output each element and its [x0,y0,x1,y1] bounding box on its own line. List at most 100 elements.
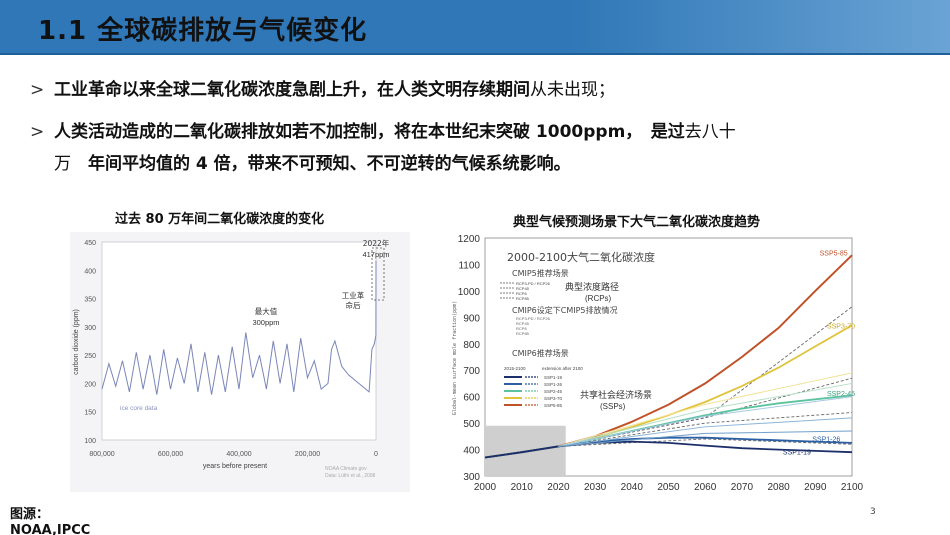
left-xtick-label: 400,000 [226,451,251,458]
credit-1: NOAA Climate.gov [325,466,367,472]
left-plot-area [101,241,377,441]
legend-cmip6-rcp-label: RCP85 [516,331,530,336]
annot-max-value: 300ppm [252,318,279,327]
right-ytick-label: 1000 [458,287,481,298]
bullet-2-line-2: 万 年间平均值的 4 倍，带来不可预知、不可逆转的气候系统影响。 [54,148,571,181]
right-ytick-label: 400 [463,446,480,457]
right-ytick-label: 900 [463,313,480,324]
legend-rcp-label: RCP85 [516,296,530,301]
legend-rcp-label: RCP45 [516,286,530,291]
left-ytick-label: 400 [84,268,96,275]
source-value: NOAA,IPCC [10,523,91,535]
legend-rcp-label: RCP3-PD / RCP26 [516,281,551,286]
bullet-2-line2-normal: 万 [54,154,88,174]
right-xtick-label: 2010 [511,482,534,493]
right-ylabel: Global-mean surface mole fraction(ppm) [452,301,458,415]
legend-ssp-label: SSP1-26 [544,382,563,387]
right-xtick-label: 2030 [584,482,607,493]
slide-title: 1.1 全球碳排放与气候变化 [38,16,368,46]
right-xtick-label: 2060 [694,482,717,493]
source-label: 图源： NOAA,IPCC [10,507,90,535]
ice-core-label: ice core data [120,405,158,412]
rcps-sub: (RCPs) [585,294,612,303]
right-ytick-label: 700 [463,366,480,377]
right-xtick-label: 2090 [804,482,827,493]
legend-ssp-label: SSP5-85 [544,403,563,408]
left-ytick-label: 450 [84,240,96,247]
left-ytick-label: 100 [84,438,96,445]
annot-2022-value: 417ppm [362,250,389,259]
left-ytick-label: 300 [84,325,96,332]
slide-title-bar: 1.1 全球碳排放与气候变化 [0,0,950,55]
bullet-1-normal: 从未出现； [530,80,615,100]
left-xtick-label: 200,000 [295,451,320,458]
right-xtick-label: 2000 [474,482,497,493]
ssps-title: 共享社会经济场景 [580,389,652,401]
bullet-marker: > [30,122,45,142]
legend-ssp-label: SSP1-19 [544,375,563,380]
cmip6-set-label: CMIP6设定下CMIP5排放情况 [512,305,618,315]
left-ytick-label: 350 [84,297,96,304]
left-chart-svg: 450 400 350 300 250 200 150 100 800,000 600,000 40… [73,238,390,479]
left-xtick-label: 800,000 [89,451,114,458]
ssps-sub: (SSPs) [600,402,626,411]
annot-2022: 2022年 [363,238,390,248]
annot-industrial-1: 工业革 [342,290,365,300]
rcp-reference-line [558,412,853,447]
annot-max: 最大值 [255,306,278,316]
right-chart-caption: 典型气候预测场景下大气二氧化碳浓度趋势 [513,215,761,230]
left-ylabel: carbon dioxide (ppm) [73,309,80,375]
cmip6-label: CMIP6推荐场景 [512,348,569,358]
left-xtick-label: 0 [374,451,378,458]
right-ytick-label: 300 [463,472,480,483]
page-number: 3 [870,507,876,517]
bullet-2-bold: 人类活动造成的二氧化碳排放如若不加控制，将在本世纪末突破 1000ppm， 是过 [54,122,685,142]
legend-ssp-label: SSP3-70 [544,396,563,401]
series-line-ssp1-19 [484,440,853,459]
series-line-variant [558,417,853,447]
rcps-title: 典型浓度路径 [565,281,619,293]
left-chart: 450 400 350 300 250 200 150 100 800,000 600,000 40… [70,232,410,492]
legend-cmip6-rcp-label: RCP3-PD / RCP26 [516,316,551,321]
series-line-variant [558,372,853,447]
right-xtick-label: 2080 [767,482,790,493]
right-inner-title: 2000-2100大气二氧化碳浓度 [507,250,655,264]
credit-2: Data: Lüthi et al., 2008 [325,473,376,479]
right-xtick-label: 2020 [547,482,570,493]
right-xtick-label: 2050 [657,482,680,493]
right-xtick-label: 2040 [621,482,644,493]
legend-cmip6-rcp-label: RCP6 [516,326,527,331]
series-label: SSP3-70 [827,323,855,330]
legend-ssp-label: SSP2-45 [544,389,563,394]
cmip5-label: CMIP5推荐场景 [512,268,569,278]
series-line-variant [558,396,853,447]
rcp-reference-line [558,306,853,447]
right-ytick-label: 1200 [458,234,481,245]
right-ytick-label: 500 [463,419,480,430]
bullet-1-bold: 工业革命以来全球二氧化碳浓度急剧上升，在人类文明存续期间 [54,80,530,100]
annot-industrial-2: 命后 [346,300,361,310]
legend-cmip6-rcp-label: RCP45 [516,321,530,326]
right-chart: 1200 1100 1000 900 800 700 600 500 400 300 2000 201… [440,228,865,500]
bullet-2: > 人类活动造成的二氧化碳排放如若不加控制，将在本世纪末突破 1000ppm， 是… [30,116,910,149]
left-xtick-label: 600,000 [158,451,183,458]
period-2: extension after 2100 [542,366,583,371]
left-ytick-label: 250 [84,353,96,360]
bullet-2-normal: 去八十 [684,122,736,142]
series-label: SSP2-45 [827,391,855,398]
bullet-1: > 工业革命以来全球二氧化碳浓度急剧上升，在人类文明存续期间从未出现； [30,74,910,107]
rcp-reference-line [558,377,853,447]
right-xtick-label: 2100 [841,482,864,493]
rcp-reference-line [558,438,853,447]
right-xtick-label: 2070 [731,482,754,493]
left-ytick-label: 150 [84,410,96,417]
left-xlabel: years before present [203,463,267,470]
annot-industrial-box [371,247,385,301]
left-ytick-label: 200 [84,381,96,388]
right-ytick-label: 800 [463,340,480,351]
series-label: SSP1-19 [783,450,811,457]
co2-history-line [101,260,377,395]
right-ytick-label: 600 [463,393,480,404]
period-1: 2015-2100 [504,366,526,371]
